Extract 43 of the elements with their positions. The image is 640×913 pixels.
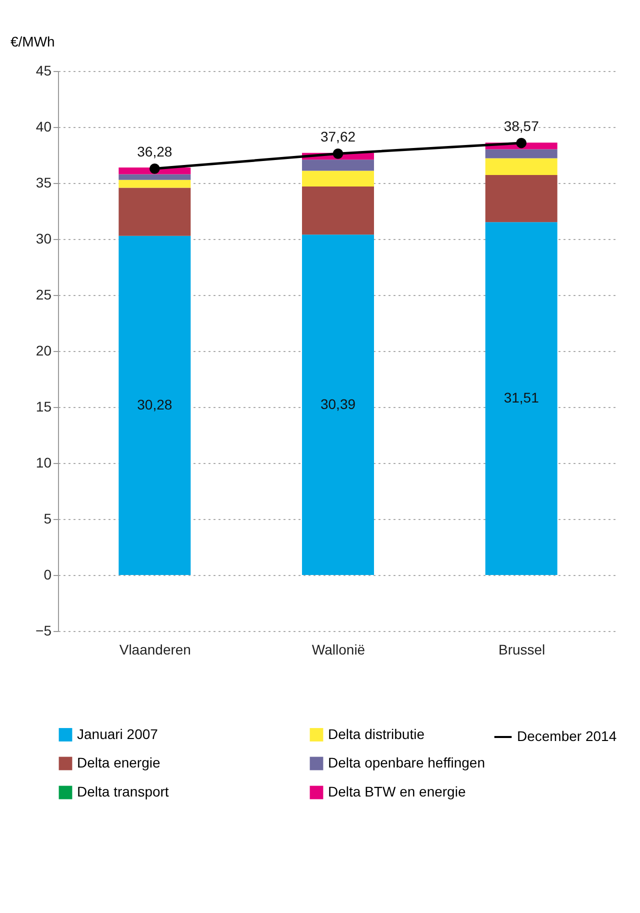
data-label: 37,62 bbox=[320, 128, 356, 145]
y-tick-label: 45 bbox=[36, 62, 52, 78]
legend-label: Delta BTW en energie bbox=[328, 784, 466, 800]
point bbox=[332, 148, 344, 159]
y-tick-label: 5 bbox=[44, 510, 52, 526]
bar bbox=[485, 158, 558, 176]
data-label: 31,51 bbox=[504, 390, 540, 406]
y-tick-label: 30 bbox=[36, 230, 52, 246]
y-tick-label: 20 bbox=[36, 342, 52, 358]
point bbox=[516, 138, 527, 148]
data-label: 30,39 bbox=[320, 396, 356, 412]
point bbox=[149, 163, 160, 174]
y-axis-title: €/MWh bbox=[10, 34, 55, 50]
legend-label: Delta distributie bbox=[328, 726, 425, 742]
bar bbox=[118, 188, 191, 236]
legend-label: Delta transport bbox=[77, 784, 169, 800]
y-tick-label: 35 bbox=[36, 174, 52, 190]
data-label: 30,28 bbox=[137, 396, 172, 412]
x-tick-label: Brussel bbox=[498, 642, 546, 658]
bar bbox=[118, 180, 191, 188]
x-tick-label: Vlaanderen bbox=[119, 642, 191, 658]
bar bbox=[118, 174, 191, 180]
legend-label: Delta openbare heffingen bbox=[328, 754, 485, 770]
data-label: 36,28 bbox=[137, 144, 172, 160]
y-tick-label: 15 bbox=[36, 398, 52, 414]
legend-label: December 2014 bbox=[517, 728, 617, 744]
y-tick-label: 0 bbox=[44, 566, 52, 582]
bar bbox=[302, 234, 374, 575]
y-tick-label: −5 bbox=[36, 622, 52, 638]
bar bbox=[302, 160, 374, 171]
data-label: 38,57 bbox=[504, 118, 540, 134]
legend-label: Januari 2007 bbox=[77, 726, 158, 742]
bar bbox=[485, 175, 558, 222]
y-tick-label: 40 bbox=[36, 118, 52, 134]
y-tick-label: 10 bbox=[36, 454, 52, 470]
legend-label: Delta energie bbox=[77, 754, 160, 770]
bar bbox=[118, 236, 191, 575]
x-tick-label: Wallonië bbox=[312, 642, 366, 658]
bar bbox=[302, 170, 374, 186]
y-tick-label: 25 bbox=[36, 286, 52, 302]
bar bbox=[302, 186, 374, 235]
bar bbox=[485, 222, 558, 575]
bar bbox=[485, 149, 558, 158]
